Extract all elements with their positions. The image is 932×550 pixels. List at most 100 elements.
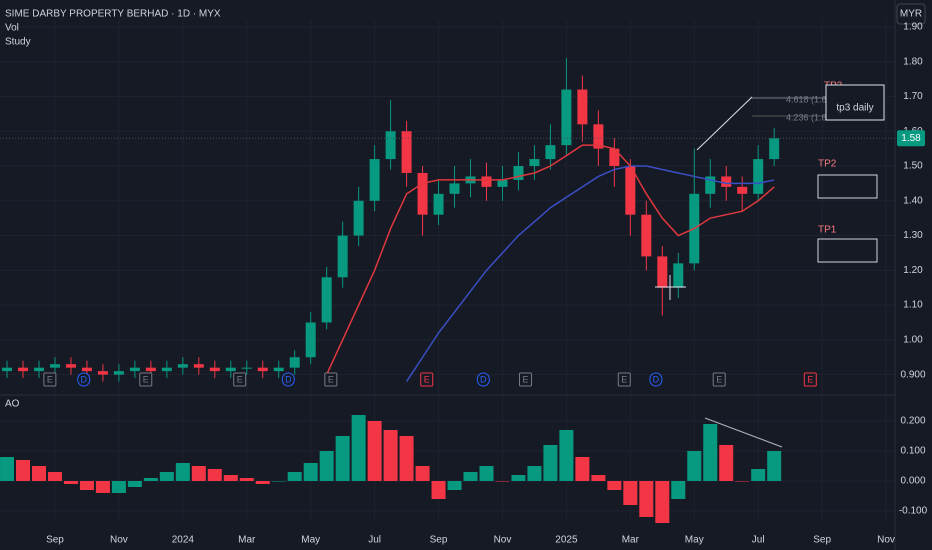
candle-body: [97, 371, 108, 375]
currency-button[interactable]: [896, 3, 926, 25]
event-label: E: [716, 374, 722, 384]
x-tick-label: Mar: [238, 535, 256, 546]
candle-body: [385, 131, 396, 160]
x-tick-label: May: [301, 535, 320, 546]
candle-body: [209, 367, 220, 372]
candle-body: [641, 214, 652, 257]
candle-body: [305, 322, 316, 358]
ao-bar: [127, 481, 142, 487]
candle-body: [497, 179, 508, 187]
ao-bar: [559, 430, 574, 481]
candle-body: [65, 364, 76, 368]
ao-trend-line: [704, 417, 783, 448]
y-tick-label: 1.80: [903, 56, 923, 67]
x-tick-label: Sep: [813, 535, 831, 546]
ao-bar: [111, 481, 126, 493]
legend-item: Study: [5, 37, 31, 48]
candle-body: [593, 124, 604, 149]
y-tick-label: 1.20: [903, 265, 923, 276]
candle-body: [769, 138, 780, 160]
event-label: E: [328, 374, 334, 384]
candle-body: [161, 367, 172, 372]
event-marker: [803, 372, 817, 387]
candle-body: [449, 183, 460, 194]
ao-bar: [143, 478, 158, 481]
event-label: D: [480, 374, 487, 384]
event-marker: [77, 372, 91, 387]
ao-bar: [511, 475, 526, 481]
ao-bar: [447, 481, 462, 490]
legend-item: Vol: [5, 23, 19, 34]
currency-label[interactable]: MYR: [900, 9, 922, 20]
ao-bar: [623, 481, 638, 505]
x-tick-label: Mar: [622, 535, 640, 546]
y-tick-label: 1.50: [903, 161, 923, 172]
ao-bar: [175, 463, 190, 481]
panel-title: AO: [5, 399, 20, 410]
ao-bar: [63, 481, 78, 484]
event-label: D: [285, 374, 292, 384]
candle-body: [481, 176, 492, 187]
ao-bar: [47, 472, 62, 481]
ao-bar: [159, 472, 174, 481]
candle-body: [81, 367, 92, 372]
ao-bar: [671, 481, 686, 499]
candle-body: [513, 166, 524, 180]
candle-body: [177, 364, 188, 368]
event-marker: [518, 372, 532, 387]
y-tick-label: 1.40: [903, 195, 923, 206]
candle-body: [353, 200, 364, 236]
x-tick-label: Jul: [752, 535, 765, 546]
ao-bar: [367, 421, 382, 481]
candle-body: [145, 367, 156, 372]
tp-box: [817, 174, 878, 199]
fib-label: 4.618 (1.69: [786, 94, 832, 104]
candle-body: [337, 235, 348, 278]
ao-bar: [479, 466, 494, 481]
event-label: E: [47, 374, 53, 384]
y-tick-label: 0.900: [900, 369, 925, 380]
candle-body: [705, 176, 716, 194]
ao-bar: [255, 481, 270, 484]
candle-body: [673, 263, 684, 288]
event-marker: [233, 372, 247, 387]
ao-bar: [415, 466, 430, 481]
y-tick-label: 1.30: [903, 230, 923, 241]
ao-bar: [191, 466, 206, 481]
candle-body: [401, 131, 412, 173]
candle-body: [113, 371, 124, 375]
candle-body: [721, 176, 732, 187]
event-label: E: [424, 374, 430, 384]
trend-line: [696, 96, 753, 151]
x-tick-label: Sep: [430, 535, 448, 546]
ao-bar: [223, 475, 238, 481]
ao-bar: [767, 451, 782, 481]
ao-bar: [703, 424, 718, 481]
candle-body: [433, 193, 444, 215]
ao-bar: [527, 466, 542, 481]
candle-body: [737, 186, 748, 194]
x-tick-label: 2024: [172, 535, 195, 546]
event-label: E: [522, 374, 528, 384]
moving-average: [325, 144, 775, 375]
x-tick-label: Nov: [877, 535, 895, 546]
ao-bar: [399, 436, 414, 481]
candle-body: [289, 357, 300, 368]
ao-bar: [655, 481, 670, 523]
chart-title: SIME DARBY PROPERTY BERHAD · 1D · MYX: [5, 9, 221, 20]
event-label: E: [807, 374, 813, 384]
candle-body: [753, 159, 764, 194]
candle-body: [18, 367, 29, 372]
candle-body: [577, 89, 588, 125]
candle-body: [369, 159, 380, 201]
candle-body: [321, 277, 332, 323]
event-marker: [139, 372, 153, 387]
y-tick-label: 1.70: [903, 91, 923, 102]
event-marker: [712, 372, 726, 387]
x-tick-label: Nov: [494, 535, 512, 546]
event-marker: [420, 372, 434, 387]
ao-bar: [31, 466, 46, 481]
ao-bar: [303, 463, 318, 481]
x-tick-label: Nov: [110, 535, 128, 546]
